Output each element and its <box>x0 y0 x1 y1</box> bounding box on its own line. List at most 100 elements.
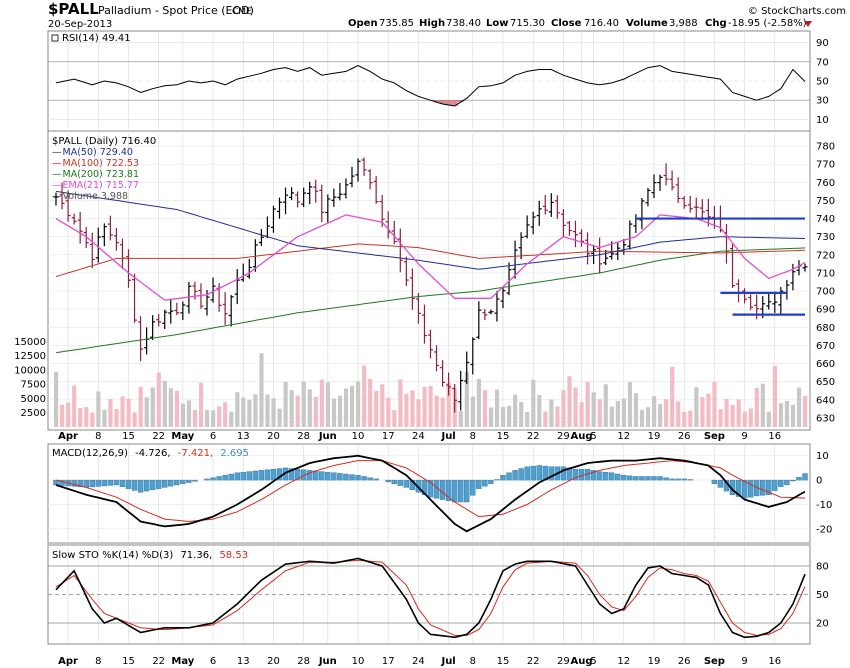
sto-tick-label: 80 <box>816 562 829 573</box>
volume-bar <box>319 379 324 427</box>
macd-histogram-bar <box>162 479 168 488</box>
sto-tick-label: 50 <box>816 590 829 601</box>
legend-item: —MA(100) 722.53 <box>52 158 139 169</box>
macd-histogram-bar <box>252 470 259 481</box>
macd-histogram-bar <box>633 476 639 481</box>
rsi-oversold-fill <box>439 100 446 105</box>
macd-histogram-bar <box>319 471 325 481</box>
ohlc-bar <box>295 191 301 208</box>
volume-bar <box>229 411 234 427</box>
ohlc-bar <box>530 211 536 235</box>
price-tick-label: 640 <box>816 395 835 406</box>
ohlc-bar <box>693 197 699 219</box>
ohlc-bar <box>730 243 736 289</box>
rsi-tick-label: 10 <box>816 115 829 126</box>
volume-bar <box>549 399 554 427</box>
ohlc-bar <box>391 220 397 245</box>
macd-histogram-bar <box>325 471 331 481</box>
ohlc-bar <box>415 293 421 324</box>
ohlc-bar <box>542 194 548 215</box>
x-axis-label: Jun <box>318 656 337 667</box>
x-axis-label: 6 <box>210 431 216 442</box>
macd-histogram-bar <box>228 473 234 481</box>
volume-bar <box>736 399 741 427</box>
open-label: Open <box>348 18 378 29</box>
volume-bar <box>180 403 186 427</box>
ohlc-bar <box>603 249 609 266</box>
volume-bar <box>362 365 367 427</box>
volume-bar <box>573 387 578 427</box>
volume-bar <box>84 407 89 427</box>
ma50-line <box>55 190 806 270</box>
ohlc-bar <box>446 372 452 396</box>
volume-bar <box>301 381 306 427</box>
volume-bar <box>410 390 415 427</box>
volume-bar <box>651 396 657 427</box>
volume-bar <box>500 406 506 427</box>
volume-bar <box>277 408 282 427</box>
macd-histogram-bar <box>149 479 156 491</box>
volume-bar <box>404 393 409 427</box>
legend-swatch: — <box>52 147 62 158</box>
volume-tick-label: 15000 <box>14 337 46 348</box>
x-axis-label: Jun <box>318 431 337 442</box>
ohlc-bar <box>651 174 657 199</box>
volume-bar <box>724 398 729 427</box>
volume-tick-label: 10000 <box>14 365 46 376</box>
price-tick-label: 780 <box>816 142 835 153</box>
ohlc-bar <box>361 157 367 176</box>
ohlc-bar <box>428 329 433 359</box>
price-legend: $PALL (Daily) 716.40 —MA(50) 729.40—MA(1… <box>52 136 156 202</box>
axis-labels: 9070503010780770760750740730720710700690… <box>14 38 835 667</box>
macd-histogram-bar <box>645 476 651 481</box>
volume-bar <box>241 397 246 427</box>
x-axis-label: 15 <box>497 656 510 667</box>
volume-bar <box>54 372 59 427</box>
volume-bar <box>464 371 469 427</box>
ohlc-bar <box>440 360 446 387</box>
ohlc-bar <box>524 215 530 239</box>
ohlc-bar <box>210 277 216 303</box>
volume-bar <box>295 395 300 427</box>
ohlc-bar <box>639 197 645 230</box>
ohlc-bar <box>560 209 566 238</box>
rsi-oversold-fill <box>445 100 452 105</box>
price-tick-label: 710 <box>816 268 835 279</box>
volume-bar <box>682 411 687 427</box>
ohlc-bar <box>488 309 494 315</box>
x-axis-label: 20 <box>267 656 280 667</box>
ohlc-bar <box>554 195 560 219</box>
volume-bar <box>742 411 747 427</box>
ohlc-bar <box>663 163 669 186</box>
macd-line <box>55 454 806 533</box>
volume-bar <box>579 402 584 427</box>
ohlc-bar <box>307 181 313 205</box>
macd-histogram-bar <box>711 479 718 484</box>
ohlc-bar <box>156 314 162 327</box>
volume-bar <box>72 385 77 427</box>
ohlc-bar <box>162 309 168 330</box>
ohlc-bar <box>186 281 192 314</box>
macd-histogram-bar <box>349 474 355 481</box>
legend-text: EMA(21) 715.77 <box>63 180 139 191</box>
volume-bar <box>434 395 439 427</box>
ohlc-bar <box>579 229 585 247</box>
ohlc-bar <box>572 220 578 248</box>
x-axis-label: Aug <box>570 431 592 442</box>
macd-histogram-bar <box>125 479 132 489</box>
volume-bar <box>784 400 790 427</box>
volume-bar <box>198 382 204 427</box>
volume-tick-label: 12500 <box>14 351 46 362</box>
x-axis-label: 22 <box>152 656 165 667</box>
legend-item: —EMA(21) 715.77 <box>52 180 139 191</box>
rsi-oversold-fill <box>451 100 458 106</box>
macd-histogram-bar <box>113 479 120 486</box>
rsi-label-text: RSI(14) 49.41 <box>62 33 131 44</box>
macd-histogram-bar <box>288 468 295 481</box>
ohlc-bar <box>283 187 289 215</box>
macd-histogram-bar <box>518 468 524 481</box>
sto-d-value: 58.53 <box>219 550 248 561</box>
volume-bar <box>259 353 264 427</box>
volume-bar <box>446 382 451 427</box>
